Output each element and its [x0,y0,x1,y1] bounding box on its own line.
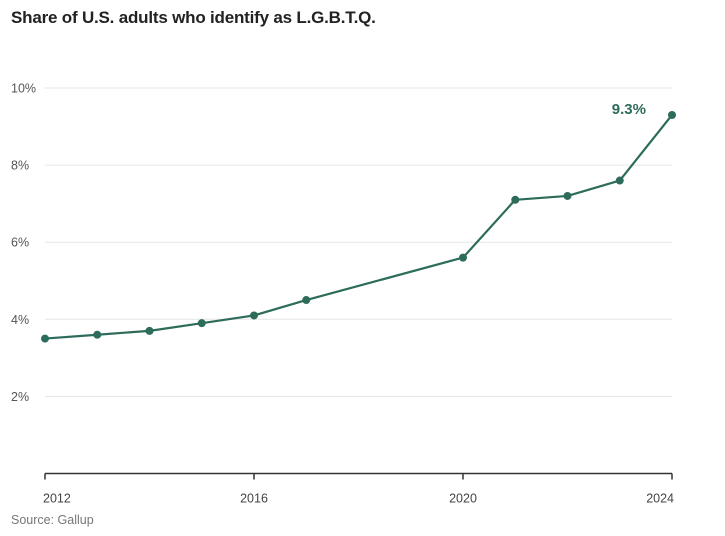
data-point [41,334,49,343]
y-axis-ticks: 2% 4% 6% 8% 10% [11,82,36,404]
y-tick-label: 4% [11,313,29,327]
data-points [41,110,676,343]
data-point [459,253,467,262]
data-point [93,330,102,339]
series-line [44,114,673,340]
chart-title: Share of U.S. adults who identify as L.G… [11,8,376,27]
data-point [511,195,520,204]
annotations: 9.3% [612,101,646,118]
y-tick-label: 2% [11,390,29,404]
data-point [250,311,258,320]
source-note: Source: Gallup [11,513,94,527]
x-tick-label: 2016 [240,492,268,506]
x-tick-label: 2024 [646,492,674,506]
data-point [668,110,676,119]
data-point [145,326,154,335]
y-tick-label: 8% [11,159,29,173]
x-axis: 2012 2016 2020 2024 [43,472,674,506]
y-tick-label: 6% [11,236,29,250]
gridlines [45,87,672,397]
x-tick-label: 2020 [449,492,477,506]
x-tick-label: 2012 [43,492,71,506]
data-point [197,319,206,328]
y-tick-label: 10% [11,82,36,96]
series-line [44,114,673,340]
annotation-label: 9.3% [612,101,646,118]
data-point [563,191,572,200]
data-point [302,296,311,305]
data-point [615,176,624,185]
